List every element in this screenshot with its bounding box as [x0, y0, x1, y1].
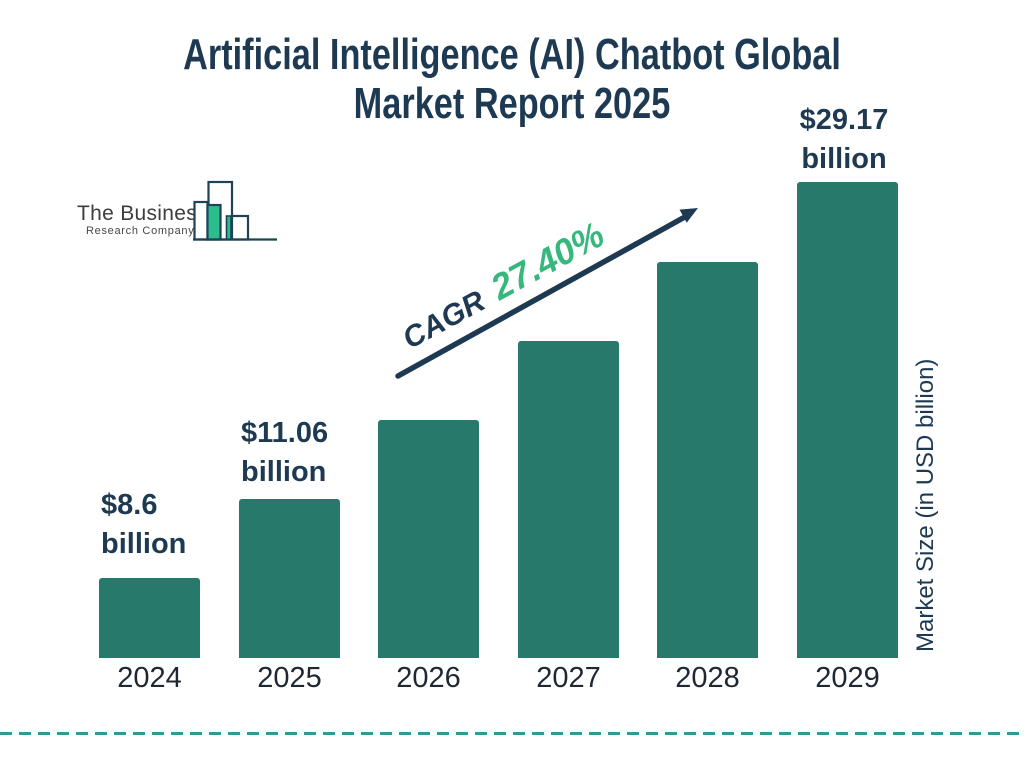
x-tick-2024: 2024 — [117, 662, 182, 694]
bar-2026 — [378, 420, 479, 658]
bar-chart — [99, 182, 901, 658]
logo-bar-chart-icon — [193, 180, 277, 241]
logo-name: The Business — [77, 202, 208, 225]
bar-2027 — [518, 341, 619, 658]
bottom-dashed-divider — [0, 732, 1024, 735]
x-tick-2025: 2025 — [257, 662, 322, 694]
x-axis-labels: 2024 2025 2026 2027 2028 2029 — [99, 662, 901, 694]
bar-2029 — [797, 182, 898, 658]
x-tick-2027: 2027 — [536, 662, 601, 694]
value-label-2024: $8.6 billion — [101, 489, 187, 560]
logo-subtitle: Research Company — [86, 225, 195, 237]
growth-arrow-icon — [395, 208, 698, 379]
y-axis-label: Market Size (in USD billion) — [912, 358, 939, 652]
value-label-2029: $29.17 billion — [799, 104, 889, 175]
x-tick-2029: 2029 — [815, 662, 880, 694]
page-title-line1: Artificial Intelligence (AI) Chatbot Glo… — [183, 30, 841, 79]
x-tick-2028: 2028 — [675, 662, 740, 694]
page-title: Artificial Intelligence (AI) Chatbot Glo… — [113, 30, 912, 128]
bar-2028 — [657, 262, 758, 658]
x-tick-2026: 2026 — [396, 662, 461, 694]
page-title-line2: Market Report 2025 — [353, 79, 671, 128]
bar-2024 — [99, 578, 200, 658]
value-label-2025: $11.06 billion — [241, 417, 329, 488]
bar-2025 — [239, 499, 340, 658]
